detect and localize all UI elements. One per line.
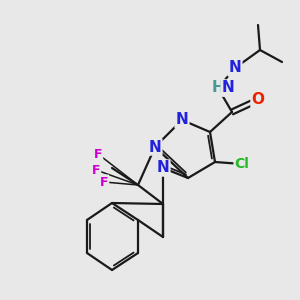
Text: N: N — [157, 160, 169, 175]
Text: N: N — [148, 140, 161, 154]
Text: Cl: Cl — [235, 157, 249, 171]
Text: N: N — [229, 61, 242, 76]
Text: H: H — [212, 80, 224, 95]
Text: F: F — [92, 164, 100, 176]
Text: F: F — [94, 148, 102, 160]
Text: N: N — [176, 112, 188, 128]
Text: O: O — [251, 92, 265, 107]
Text: N: N — [222, 80, 234, 95]
Text: F: F — [100, 176, 108, 188]
